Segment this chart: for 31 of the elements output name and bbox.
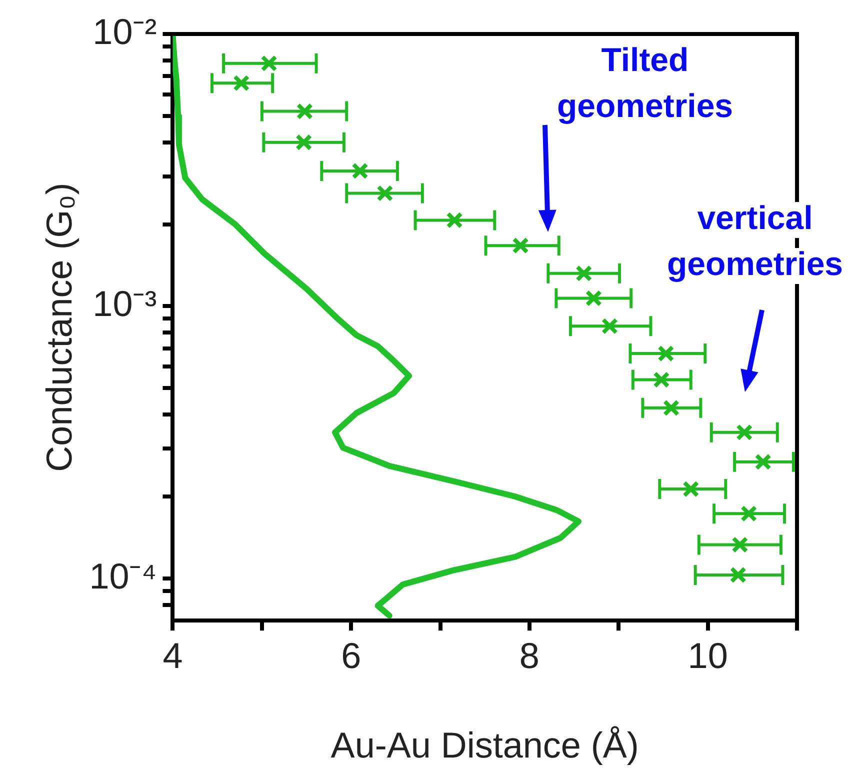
point [740,505,758,522]
point [662,400,680,416]
point [754,454,772,470]
point [446,212,463,229]
point [730,566,747,584]
point [658,345,674,362]
y-axis-title: Conductance (G₀) [38,182,80,472]
point [233,74,250,92]
annotation: Tilted geometries [556,41,734,124]
point [585,290,602,307]
y-tick-label: 10⁻³ [92,283,157,324]
x-tick-label: 10 [688,635,728,676]
point [296,102,314,120]
point [376,184,394,202]
point [512,237,529,254]
point [575,265,592,282]
point [682,480,700,498]
point [601,318,618,334]
point [653,371,670,388]
point [732,536,748,554]
y-tick-label: 10⁻² [92,10,157,52]
y-tick-label: 10⁻⁴ [89,555,157,596]
point [352,162,368,180]
x-axis-title: Au-Au Distance (Å) [330,724,639,766]
annotation: vertical geometries [666,199,844,282]
point [295,134,312,151]
x-tick-label: 4 [162,635,183,676]
point [260,55,278,72]
point [736,424,753,441]
x-tick-label: 8 [519,635,540,676]
x-tick-label: 6 [341,635,362,676]
